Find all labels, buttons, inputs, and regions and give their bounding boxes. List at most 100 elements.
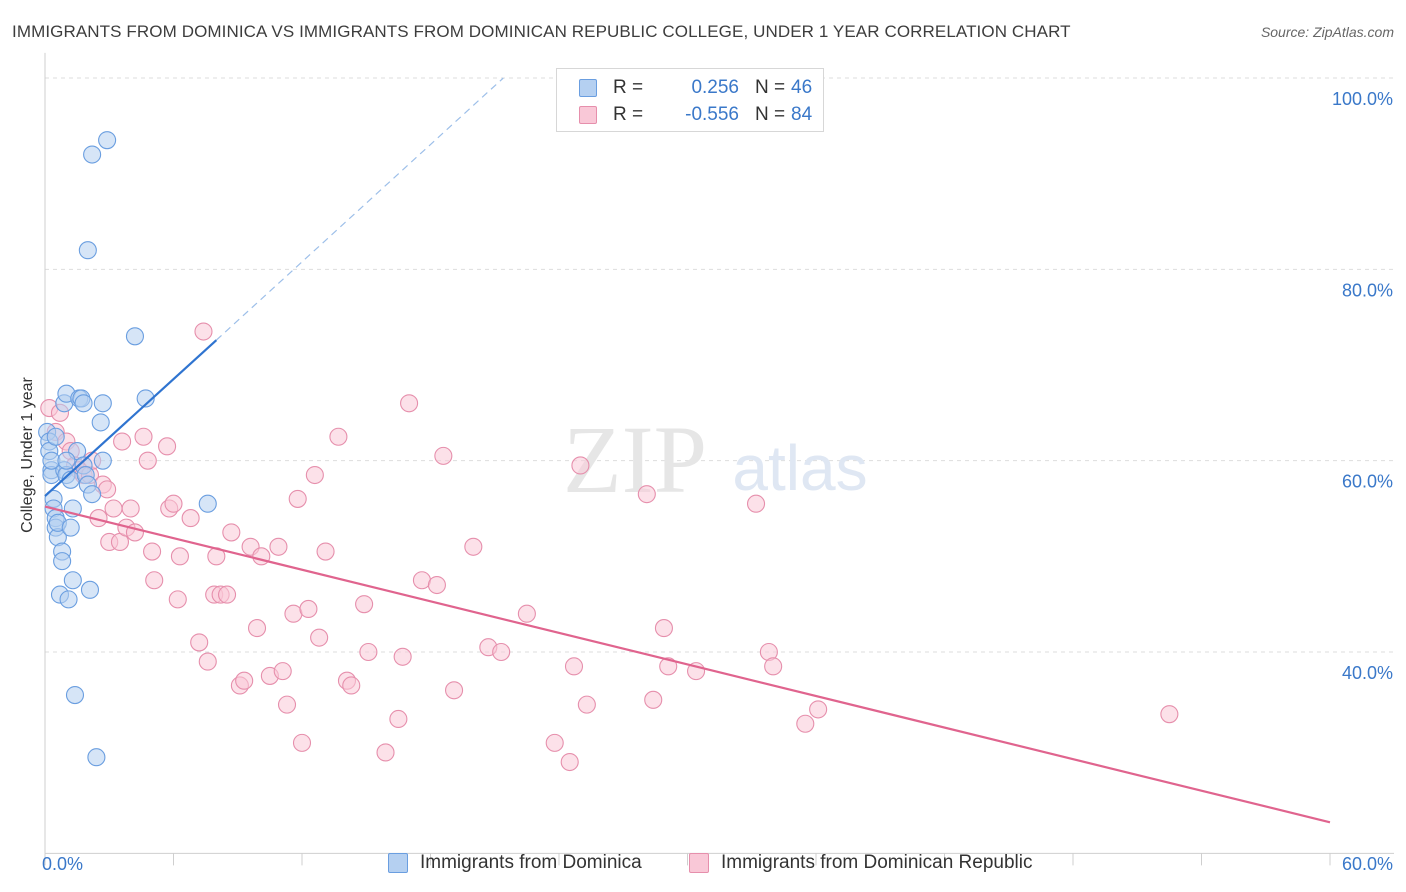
dominican-republic-point <box>292 733 312 752</box>
x-tick-label: 0.0% <box>42 854 83 874</box>
dominica-point <box>53 552 72 571</box>
legend-r-label: R = <box>613 104 644 125</box>
dominican-republic-point <box>170 547 189 566</box>
dominican-republic-point <box>434 446 453 465</box>
dominican-republic-point <box>134 427 153 446</box>
dominica-trend-extension <box>215 77 504 341</box>
correlation-legend: R = 0.256 N = 46 R = -0.556 N = 84 <box>556 68 824 132</box>
dominican-republic-point <box>168 590 187 609</box>
dominican-republic-point <box>190 633 209 652</box>
dominica-point <box>46 427 65 446</box>
dominican-republic-point <box>517 604 536 623</box>
dominican-republic-point <box>492 642 511 662</box>
dominican-republic-point <box>329 427 348 446</box>
y-tick-label: 60.0% <box>1342 472 1393 492</box>
watermark-atlas: atlas <box>732 432 867 504</box>
dominican-republic-point <box>342 676 361 695</box>
dominican-republic-point <box>355 595 374 614</box>
dominican-republic-point <box>809 700 828 719</box>
dominican-republic-point <box>288 489 307 508</box>
dominican-republic-point <box>316 542 335 561</box>
chart-source: Source: ZipAtlas.com <box>1260 24 1394 40</box>
y-tick-label: 80.0% <box>1342 280 1393 300</box>
x-tick-label: 60.0% <box>1342 854 1393 874</box>
dominican-republic-point <box>637 485 656 504</box>
y-tick-label: 100.0% <box>1332 89 1393 109</box>
dominican-republic-point <box>564 657 584 676</box>
dominica-point <box>83 145 102 164</box>
dominican-republic-point <box>359 642 378 662</box>
dominican-republic-point <box>545 733 564 752</box>
legend-r-value: -0.556 <box>685 104 739 125</box>
dominican-republic-point <box>389 709 408 729</box>
dominican-republic-point <box>181 509 200 528</box>
dominica-point <box>61 518 80 537</box>
legend-swatch-pink <box>579 106 597 124</box>
dominican-republic-point <box>310 628 329 647</box>
legend-swatch-blue <box>579 79 597 97</box>
dominica-point <box>83 485 102 504</box>
chart-title: IMMIGRANTS FROM DOMINICA VS IMMIGRANTS F… <box>12 22 1071 41</box>
dominican-republic-point <box>1160 705 1179 724</box>
dominican-republic-point <box>273 662 292 681</box>
dominica-point <box>98 131 117 150</box>
dominican-republic-point <box>305 465 324 485</box>
dominica-point <box>80 580 100 599</box>
dominican-republic-point <box>445 681 464 700</box>
dominica-point <box>198 494 217 513</box>
dominican-republic-point <box>577 695 596 714</box>
dominica-point <box>91 413 110 432</box>
dominican-republic-point <box>138 451 157 470</box>
dominican-republic-point <box>198 652 217 671</box>
dominican-republic-point <box>247 619 267 638</box>
dominica-point <box>87 748 106 767</box>
dominican-republic-point <box>796 714 815 733</box>
dominica-point <box>93 451 112 470</box>
dominican-republic-point <box>277 695 297 714</box>
dominican-republic-point <box>560 752 579 772</box>
dominican-republic-point <box>145 571 164 590</box>
legend-n-label: N = <box>755 104 786 125</box>
dominican-republic-point <box>269 537 288 556</box>
dominican-republic-point <box>158 437 177 456</box>
dominican-republic-point <box>427 575 446 595</box>
y-axis-label: College, Under 1 year <box>19 377 36 533</box>
tick-labels: 40.0% 60.0% 80.0% 100.0% 0.0% 60.0% <box>42 89 1393 874</box>
dominican-republic-point <box>644 690 663 709</box>
legend-n-value: 46 <box>791 77 813 98</box>
dominica-point <box>63 571 82 590</box>
trend-lines <box>44 77 1331 824</box>
legend-n-label: N = <box>755 77 786 98</box>
dominican-republic-point <box>217 585 237 604</box>
bottom-legend-label: Immigrants from Dominica <box>420 852 642 873</box>
dominican-republic-point <box>764 657 783 676</box>
dominica-point <box>59 590 78 609</box>
dominican-republic-trend-line <box>44 505 1331 824</box>
dominican-republic-point <box>571 456 590 475</box>
bottom-legend-swatch-blue <box>388 853 408 873</box>
watermark: ZIP atlas <box>563 406 868 513</box>
dominican-republic-point <box>746 494 766 513</box>
dominican-republic-point <box>393 647 412 666</box>
legend-n-value: 84 <box>791 104 813 125</box>
legend-r-label: R = <box>613 77 644 98</box>
dominican-republic-point <box>284 604 303 623</box>
dominica-point <box>74 394 93 413</box>
dominican-republic-point <box>659 657 678 676</box>
dominican-republic-point <box>194 322 213 341</box>
dominica-point <box>57 451 76 470</box>
dominican-republic-point <box>113 432 132 451</box>
dominica-point <box>65 685 85 705</box>
dominican-republic-point <box>222 523 241 542</box>
dominican-republic-point <box>235 671 254 690</box>
dominican-republic-point <box>143 542 162 561</box>
grid-layer <box>45 77 1394 653</box>
dominican-republic-point <box>98 480 117 499</box>
dominican-republic-point <box>654 619 673 638</box>
dominican-republic-point <box>164 494 183 513</box>
dominica-point <box>93 394 112 413</box>
legend-r-value: 0.256 <box>691 77 739 98</box>
dominican-republic-point <box>412 571 431 590</box>
dominican-republic-point <box>400 394 419 413</box>
